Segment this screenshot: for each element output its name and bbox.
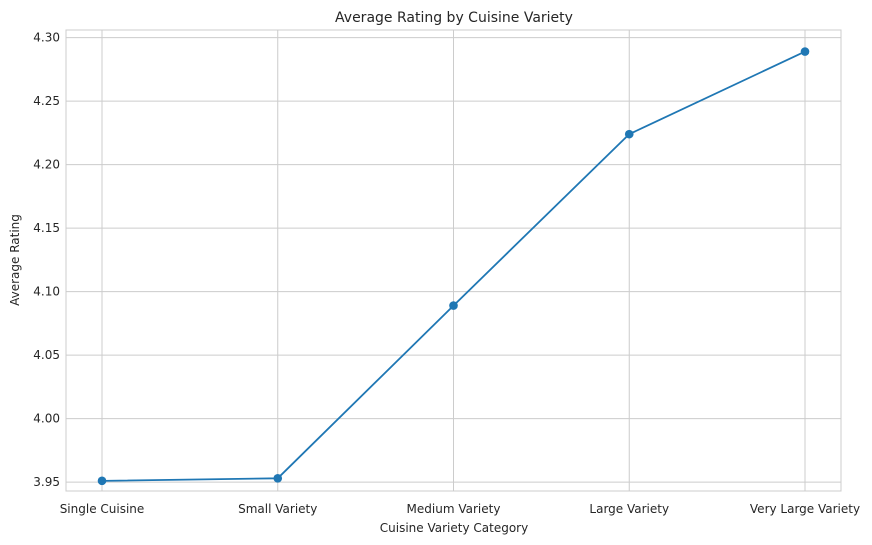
y-tick-label: 4.00 <box>33 412 60 426</box>
plot-area <box>65 29 842 492</box>
y-tick-label: 4.15 <box>33 221 60 235</box>
y-axis-ticks: 3.95 4.00 4.05 4.10 4.15 4.20 4.25 4.30 <box>33 31 60 489</box>
x-tick-label: Very Large Variety <box>750 502 860 516</box>
data-point <box>97 476 107 486</box>
y-tick-label: 4.10 <box>33 285 60 299</box>
data-point <box>624 129 634 139</box>
chart-title: Average Rating by Cuisine Variety <box>335 10 573 26</box>
x-axis-label: Cuisine Variety Category <box>380 521 528 535</box>
y-axis-label: Average Rating <box>8 214 22 306</box>
y-tick-label: 4.25 <box>33 94 60 108</box>
data-point <box>273 474 283 483</box>
x-axis-ticks: Single Cuisine Small Variety Medium Variet… <box>60 502 860 516</box>
x-tick-label: Large Variety <box>589 502 669 516</box>
x-tick-label: Medium Variety <box>407 502 501 516</box>
y-tick-label: 4.30 <box>33 31 60 45</box>
x-tick-label: Small Variety <box>238 502 317 516</box>
y-tick-label: 3.95 <box>33 475 60 489</box>
series-layer <box>97 47 810 486</box>
y-tick-label: 4.20 <box>33 158 60 172</box>
grid <box>66 30 841 491</box>
data-point <box>449 301 458 310</box>
data-point <box>800 47 810 56</box>
y-tick-label: 4.05 <box>33 348 60 362</box>
x-tick-label: Single Cuisine <box>60 502 145 516</box>
